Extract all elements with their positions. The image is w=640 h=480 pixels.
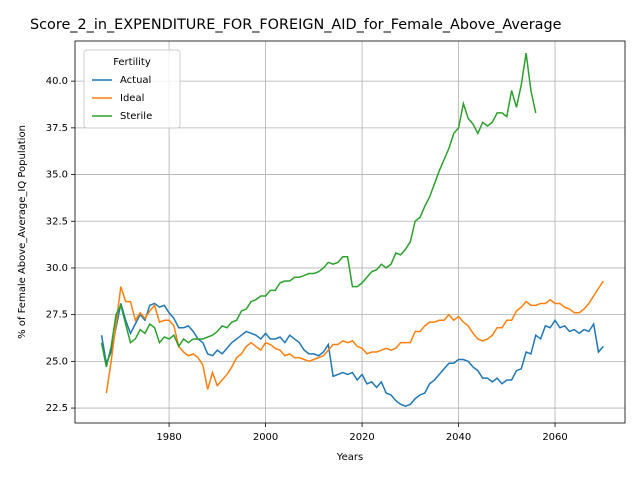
series-line: [105, 280, 604, 394]
series-line: [100, 53, 537, 368]
legend-label: Actual: [120, 75, 151, 86]
plot-frame: [74, 40, 626, 424]
x-tick-label: 2000: [253, 432, 278, 443]
x-tick-label: 2060: [542, 432, 567, 443]
y-tick-label: 25.0: [46, 356, 68, 367]
chart-title: Score_2_in_EXPENDITURE_FOR_FOREIGN_AID_f…: [30, 17, 562, 33]
y-tick-label: 27.5: [46, 310, 68, 321]
legend: Fertility Actual Ideal Sterile: [83, 49, 181, 129]
x-tick-label: 1980: [156, 432, 181, 443]
y-tick-label: 40.0: [46, 76, 68, 87]
y-tick-label: 32.5: [46, 216, 68, 227]
y-tick-label: 37.5: [46, 123, 68, 134]
y-tick-label: 30.0: [46, 263, 68, 274]
x-tick-label: 2020: [349, 432, 374, 443]
legend-label: Ideal: [120, 93, 144, 104]
y-tick-label: 22.5: [46, 403, 68, 414]
y-axis-label: % of Female Above_Average_IQ Population: [17, 125, 28, 339]
x-tick-label: 2040: [446, 432, 471, 443]
legend-label: Sterile: [120, 111, 152, 122]
legend-box: [83, 49, 181, 129]
legend-title: Fertility: [113, 57, 151, 68]
x-axis-label: Years: [336, 452, 363, 463]
y-tick-label: 35.0: [46, 170, 68, 181]
series-line: [100, 302, 604, 407]
